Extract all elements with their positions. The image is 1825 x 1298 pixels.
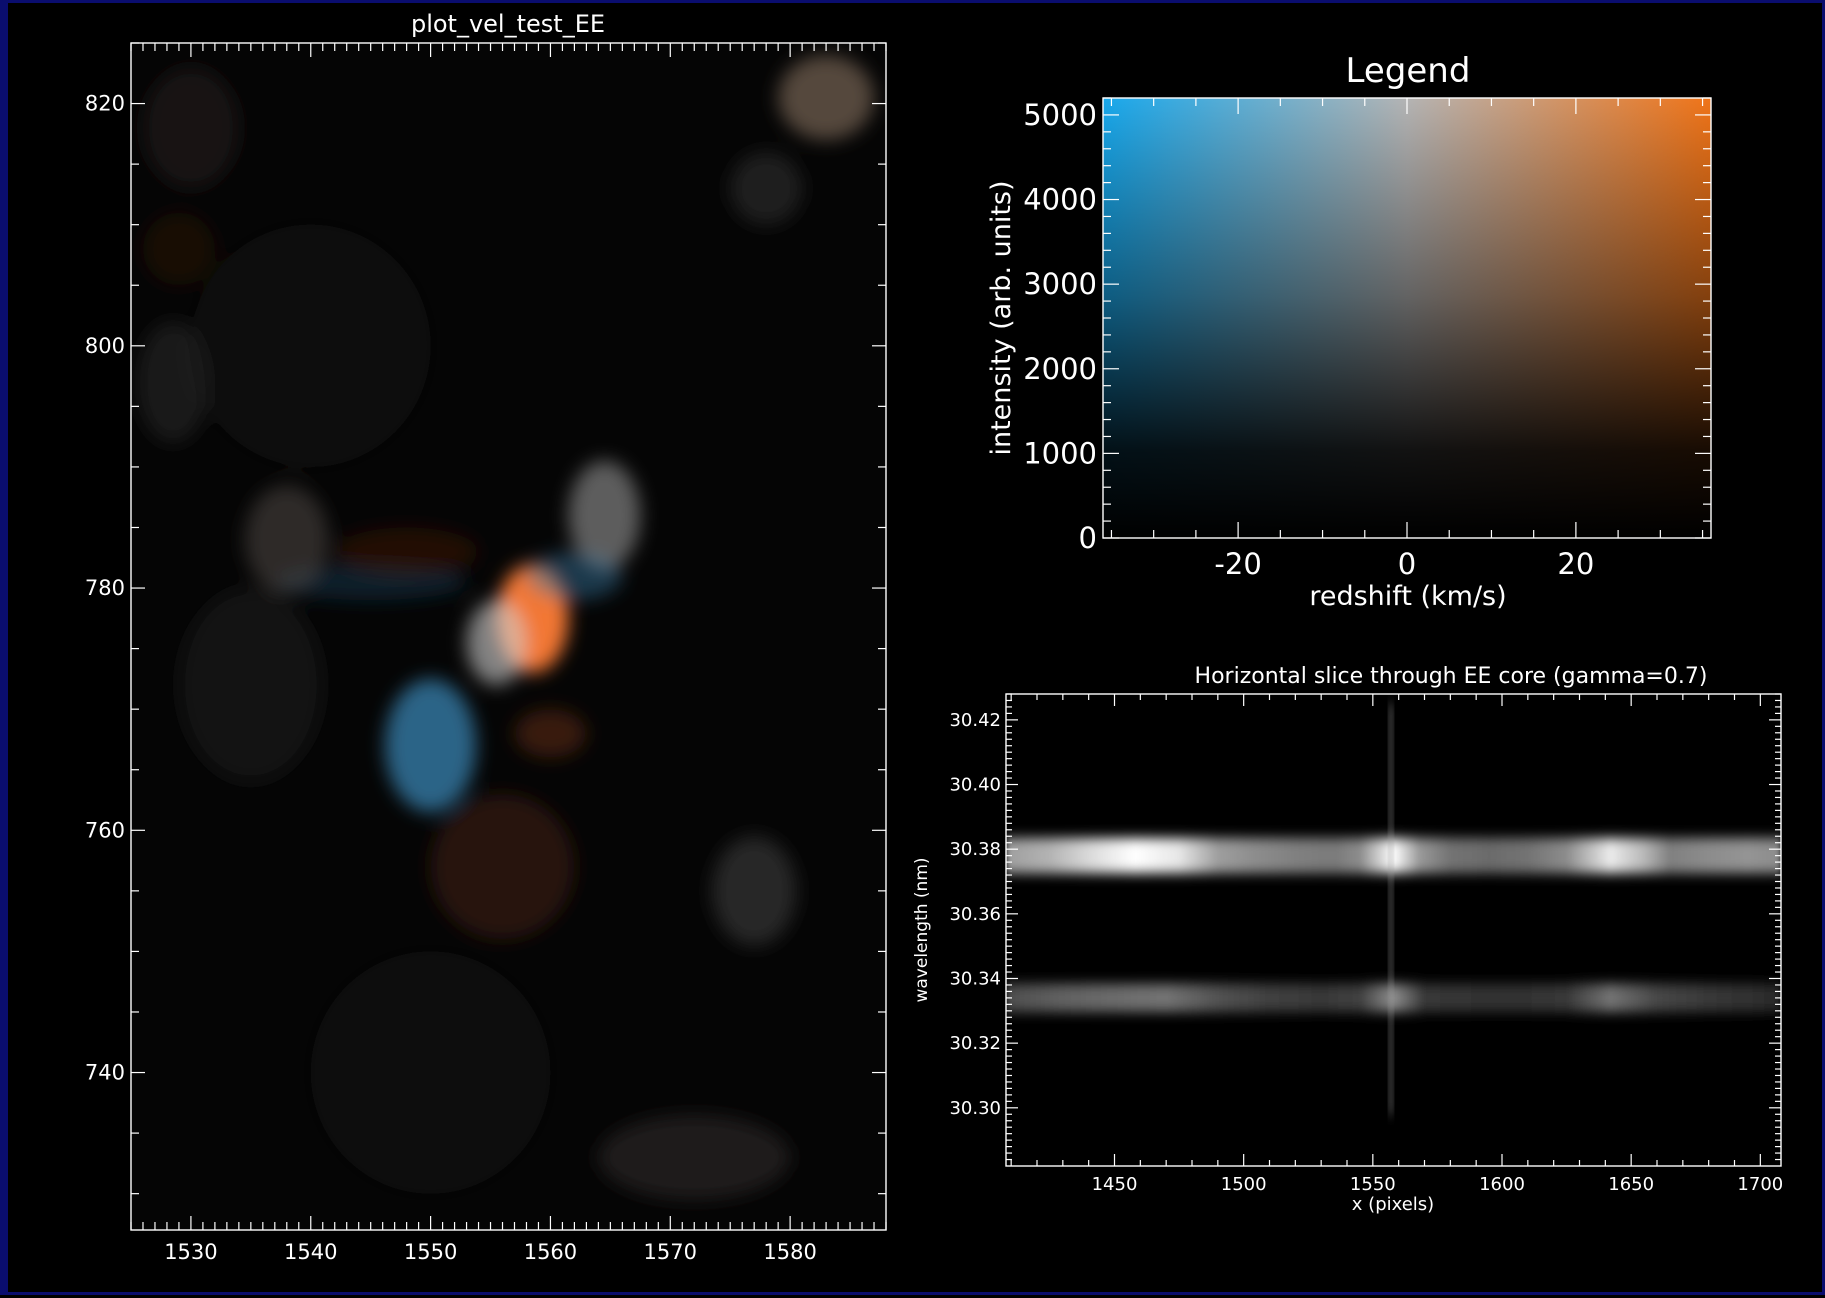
slice-y-tick-label: 30.32 bbox=[949, 1033, 1001, 1054]
velocity-feature-1 bbox=[466, 600, 527, 685]
slice-y-tick-label: 30.42 bbox=[949, 710, 1001, 731]
legend-panel: -20 0 20 0 1000 2000 3000 4000 5000 Legend redsh… bbox=[986, 51, 1712, 612]
velocity-x-tick-label: 1570 bbox=[644, 1240, 697, 1264]
slice-x-tick-label: 1450 bbox=[1092, 1174, 1138, 1195]
velocity-feature-17 bbox=[598, 1114, 791, 1200]
velocity-feature-15 bbox=[136, 321, 209, 443]
slice-y-tick-label: 30.36 bbox=[949, 904, 1001, 925]
velocity-feature-19 bbox=[190, 224, 431, 467]
velocity-map-axes-box bbox=[130, 42, 887, 1231]
velocity-feature-9 bbox=[244, 485, 329, 595]
slice-spectrum-image bbox=[1006, 703, 1781, 1115]
slice-ticks: 1450 1500 1550 1600 1650 1700 30.30 30.32 30.34 3… bbox=[949, 693, 1783, 1195]
legend-y-tick-label: 5000 bbox=[1023, 98, 1097, 132]
velocity-x-tick-label: 1540 bbox=[284, 1240, 337, 1264]
slice-x-axis-label: x (pixels) bbox=[1352, 1194, 1434, 1215]
velocity-feature-2 bbox=[385, 678, 477, 813]
velocity-feature-7 bbox=[430, 793, 575, 940]
velocity-feature-4 bbox=[526, 551, 623, 601]
velocity-feature-14 bbox=[142, 212, 215, 286]
velocity-feature-3 bbox=[568, 460, 641, 570]
legend-y-tick-label: 0 bbox=[1079, 521, 1097, 555]
velocity-y-tick-label: 800 bbox=[85, 334, 125, 358]
velocity-y-tick-label: 760 bbox=[85, 818, 125, 842]
slice-x-tick-label: 1650 bbox=[1608, 1174, 1654, 1195]
slice-x-tick-label: 1700 bbox=[1737, 1174, 1783, 1195]
velocity-feature-18 bbox=[310, 951, 551, 1194]
slice-y-tick-label: 30.30 bbox=[949, 1098, 1001, 1119]
slice-y-tick-label: 30.40 bbox=[949, 775, 1001, 796]
velocity-x-tick-label: 1580 bbox=[763, 1240, 816, 1264]
slice-x-tick-label: 1600 bbox=[1479, 1174, 1525, 1195]
slice-title: Horizontal slice through EE core (gamma=… bbox=[1195, 664, 1708, 689]
legend-intensity-shade bbox=[1103, 98, 1711, 538]
velocity-map-image bbox=[136, 55, 875, 1200]
velocity-y-tick-label: 740 bbox=[85, 1061, 125, 1085]
velocity-feature-10 bbox=[712, 836, 797, 946]
velocity-feature-12 bbox=[730, 152, 803, 225]
velocity-feature-6 bbox=[514, 709, 587, 758]
velocity-map-ticks: 1530 1540 1550 1560 1570 1580 740 760 780 800 820 bbox=[85, 42, 887, 1264]
slice-panel: 1450 1500 1550 1600 1650 1700 30.30 30.32 30.34 3… bbox=[912, 664, 1783, 1215]
slice-axes-box bbox=[1005, 693, 1782, 1167]
velocity-feature-13 bbox=[142, 67, 239, 189]
legend-y-tick-label: 1000 bbox=[1023, 436, 1097, 470]
legend-title: Legend bbox=[1346, 51, 1471, 91]
legend-y-tick-label: 3000 bbox=[1023, 267, 1097, 301]
legend-ticks: -20 0 20 0 1000 2000 3000 4000 5000 bbox=[1023, 97, 1711, 581]
legend-x-axis-label: redshift (km/s) bbox=[1309, 581, 1506, 612]
velocity-y-tick-label: 820 bbox=[85, 92, 125, 116]
legend-x-tick-label: -20 bbox=[1214, 547, 1261, 581]
legend-y-tick-label: 4000 bbox=[1023, 183, 1097, 217]
slice-x-tick-label: 1500 bbox=[1221, 1174, 1267, 1195]
velocity-y-tick-label: 780 bbox=[85, 576, 125, 600]
legend-y-tick-label: 2000 bbox=[1023, 352, 1097, 386]
core-vertical-streak bbox=[1387, 703, 1394, 1115]
figure-canvas: 1530 1540 1550 1560 1570 1580740760780800820 … bbox=[85, 10, 1783, 1264]
velocity-x-tick-label: 1560 bbox=[524, 1240, 577, 1264]
velocity-feature-16 bbox=[178, 588, 323, 782]
slice-y-tick-label: 30.34 bbox=[949, 968, 1001, 989]
slice-y-tick-label: 30.38 bbox=[949, 839, 1001, 860]
velocity-map-title: plot_vel_test_EE bbox=[411, 10, 605, 38]
legend-x-tick-label: 0 bbox=[1398, 547, 1416, 581]
legend-y-axis-label: intensity (arb. units) bbox=[986, 180, 1017, 455]
slice-y-axis-label: wavelength (nm) bbox=[912, 857, 932, 1002]
velocity-feature-8 bbox=[334, 527, 479, 576]
velocity-map-panel: 1530 1540 1550 1560 1570 1580740760780800820 … bbox=[85, 10, 887, 1264]
velocity-feature-11 bbox=[778, 55, 875, 140]
legend-x-tick-label: 20 bbox=[1557, 547, 1594, 581]
velocity-x-tick-label: 1530 bbox=[164, 1240, 217, 1264]
velocity-x-tick-label: 1550 bbox=[404, 1240, 457, 1264]
slice-x-tick-label: 1550 bbox=[1350, 1174, 1396, 1195]
